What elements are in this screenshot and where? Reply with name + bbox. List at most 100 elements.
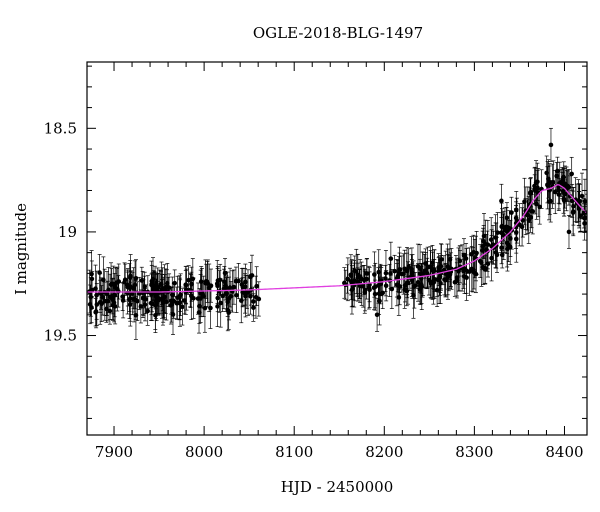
- data-point: [251, 299, 256, 304]
- data-point: [97, 270, 102, 275]
- data-point: [417, 287, 423, 292]
- data-point: [178, 292, 183, 298]
- data-point: [417, 266, 423, 271]
- data-point: [389, 286, 395, 292]
- data-point: [473, 271, 479, 277]
- data-point: [396, 283, 401, 288]
- data-point: [402, 283, 408, 288]
- data-point: [168, 298, 174, 304]
- data-point: [112, 284, 118, 290]
- data-point: [222, 270, 228, 276]
- data-point: [551, 180, 556, 185]
- data-point: [556, 187, 562, 193]
- data-point: [431, 279, 436, 285]
- data-point: [532, 183, 537, 189]
- data-point: [517, 222, 522, 228]
- data-point: [481, 233, 487, 239]
- data-point: [224, 291, 229, 297]
- data-point: [357, 274, 363, 279]
- data-point: [198, 296, 203, 301]
- data-point: [404, 288, 410, 294]
- chart-title: OGLE-2018-BLG-1497: [253, 24, 423, 42]
- data-point: [202, 305, 208, 311]
- data-point: [138, 304, 144, 309]
- data-layer: [87, 127, 587, 340]
- data-point: [469, 251, 474, 257]
- x-tick-label: 8000: [185, 443, 223, 461]
- x-tick-label: 8400: [545, 443, 583, 461]
- data-point: [135, 298, 140, 304]
- data-point: [507, 225, 512, 231]
- data-point: [367, 287, 372, 293]
- data-point: [361, 277, 367, 283]
- data-point: [443, 277, 448, 283]
- data-point: [148, 300, 154, 306]
- data-point: [215, 295, 221, 301]
- data-point: [561, 198, 567, 203]
- y-axis-label: I magnitude: [12, 203, 30, 295]
- data-point: [566, 229, 572, 235]
- data-point: [377, 298, 382, 304]
- data-point: [164, 283, 170, 289]
- data-point: [552, 189, 558, 195]
- data-point: [231, 284, 237, 290]
- data-point: [183, 282, 189, 287]
- data-point: [100, 295, 106, 300]
- data-point: [172, 280, 178, 286]
- data-point: [198, 279, 204, 284]
- data-point: [87, 302, 93, 307]
- data-point: [127, 296, 133, 301]
- data-point: [406, 264, 411, 269]
- data-point: [149, 278, 155, 284]
- data-point: [125, 284, 131, 290]
- data-point: [139, 278, 145, 283]
- data-point: [530, 209, 536, 214]
- data-point: [208, 283, 214, 288]
- data-point: [364, 271, 370, 276]
- data-point: [190, 276, 196, 282]
- data-point: [362, 289, 368, 295]
- data-point: [376, 269, 382, 275]
- data-point: [383, 270, 389, 276]
- data-point: [482, 267, 488, 272]
- data-point: [569, 198, 575, 204]
- data-point: [578, 213, 584, 218]
- data-point: [226, 296, 232, 301]
- data-point: [485, 242, 491, 247]
- data-point: [177, 299, 183, 305]
- data-point: [488, 237, 494, 242]
- x-tick-label: 8200: [365, 443, 403, 461]
- data-point: [243, 279, 248, 285]
- x-tick-label: 8300: [455, 443, 493, 461]
- data-point: [428, 264, 433, 270]
- data-point: [547, 180, 553, 186]
- y-tick-label: 18.5: [44, 119, 77, 137]
- data-point: [464, 268, 469, 274]
- data-point: [93, 286, 98, 291]
- data-point: [569, 171, 574, 177]
- data-point: [544, 170, 549, 176]
- data-point: [256, 296, 262, 302]
- data-point: [180, 304, 185, 310]
- data-point: [217, 289, 222, 294]
- data-point: [570, 210, 576, 215]
- data-point: [97, 299, 103, 305]
- data-point: [461, 252, 467, 258]
- data-point: [372, 272, 377, 277]
- data-point: [495, 230, 500, 235]
- data-point: [376, 291, 382, 296]
- data-point: [208, 305, 213, 311]
- plot-area: [87, 127, 587, 340]
- data-point: [505, 246, 510, 252]
- data-point: [104, 306, 109, 312]
- data-point: [236, 278, 241, 284]
- data-point: [392, 268, 397, 274]
- plot-frame: [86, 61, 588, 436]
- data-point: [248, 274, 253, 280]
- data-point: [145, 308, 150, 314]
- data-point: [520, 218, 526, 223]
- data-point: [240, 289, 245, 295]
- data-point: [200, 292, 205, 297]
- data-point: [140, 290, 146, 296]
